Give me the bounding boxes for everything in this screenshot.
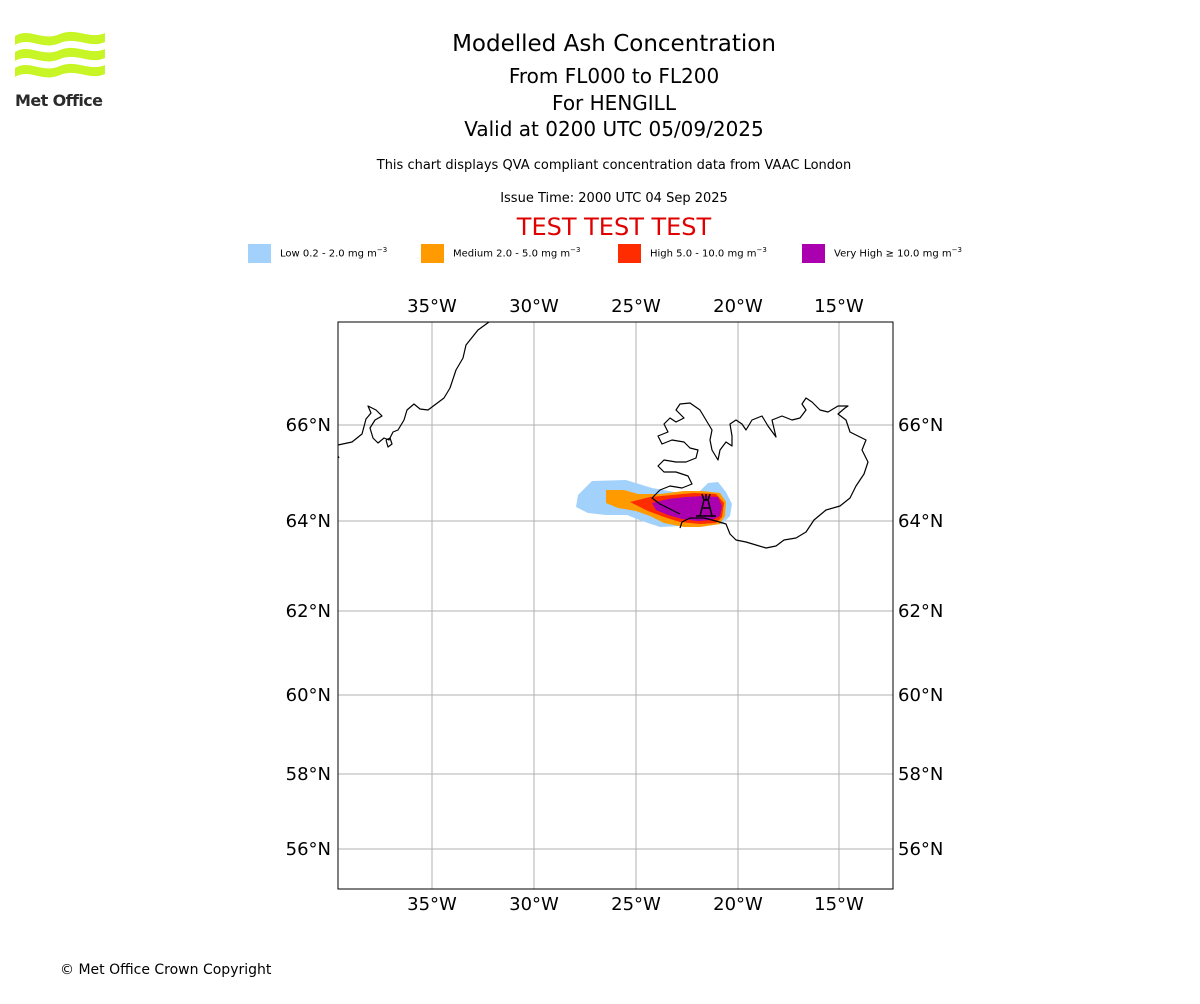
- valid-time: Valid at 0200 UTC 05/09/2025: [464, 117, 764, 141]
- legend-swatch-low: [248, 244, 271, 263]
- coastline-greenland: [337, 321, 490, 446]
- copyright-notice: © Met Office Crown Copyright: [60, 962, 272, 978]
- lon-label-bottom-35w: 35°W: [407, 894, 457, 915]
- lat-label-right-56n: 56°N: [898, 839, 943, 860]
- legend-label-high: High 5.0 - 10.0 mg m−3: [650, 246, 767, 260]
- coastline-greenland-islet: [385, 437, 393, 448]
- lon-label-bottom-15w: 15°W: [814, 894, 864, 915]
- coastline-iceland: [651, 397, 869, 549]
- legend-swatch-high: [618, 244, 641, 263]
- lat-label-right-66n: 66°N: [898, 415, 943, 436]
- compliance-note: This chart displays QVA compliant concen…: [376, 158, 852, 173]
- lon-label-bottom-25w: 25°W: [611, 894, 661, 915]
- legend-swatch-medium: [421, 244, 444, 263]
- legend-swatch-very-high: [802, 244, 825, 263]
- chart-title: Modelled Ash Concentration: [452, 31, 776, 57]
- lon-label-top-15w: 15°W: [814, 296, 864, 317]
- lat-label-right-58n: 58°N: [898, 764, 943, 785]
- lat-label-right-60n: 60°N: [898, 685, 943, 706]
- lat-label-left-58n: 58°N: [286, 764, 331, 785]
- lon-label-bottom-20w: 20°W: [713, 894, 763, 915]
- lon-label-top-25w: 25°W: [611, 296, 661, 317]
- lat-label-left-60n: 60°N: [286, 685, 331, 706]
- lat-labels-right: 66°N 64°N 62°N 60°N 58°N 56°N: [898, 415, 943, 860]
- lat-labels-left: 66°N 64°N 62°N 60°N 58°N 56°N: [286, 415, 331, 860]
- lat-label-left-66n: 66°N: [286, 415, 331, 436]
- map-frame: [337, 321, 894, 890]
- flight-level-range: From FL000 to FL200: [508, 64, 720, 88]
- legend-label-medium: Medium 2.0 - 5.0 mg m−3: [453, 246, 581, 260]
- lon-label-top-30w: 30°W: [509, 296, 559, 317]
- met-office-logo-text: Met Office: [15, 91, 103, 110]
- issue-time: Issue Time: 2000 UTC 04 Sep 2025: [500, 191, 728, 206]
- volcano-name: For HENGILL: [552, 91, 676, 115]
- gridlines: [338, 322, 893, 889]
- lon-label-bottom-30w: 30°W: [509, 894, 559, 915]
- lon-label-top-35w: 35°W: [407, 296, 457, 317]
- legend-label-very-high: Very High ≥ 10.0 mg m−3: [834, 246, 962, 260]
- volcano-symbol-icon: [696, 493, 716, 517]
- test-banner: TEST TEST TEST: [516, 213, 712, 241]
- ash-contour-very-high: [652, 496, 722, 521]
- met-office-waves-icon: [15, 31, 105, 78]
- legend-label-low: Low 0.2 - 2.0 mg m−3: [280, 246, 388, 260]
- lon-labels-bottom: 35°W 30°W 25°W 20°W 15°W: [407, 894, 864, 915]
- lat-label-left-62n: 62°N: [286, 601, 331, 622]
- lat-label-right-62n: 62°N: [898, 601, 943, 622]
- lon-label-top-20w: 20°W: [713, 296, 763, 317]
- lat-label-left-56n: 56°N: [286, 839, 331, 860]
- lon-labels-top: 35°W 30°W 25°W 20°W 15°W: [407, 296, 864, 317]
- lat-label-right-64n: 64°N: [898, 511, 943, 532]
- lat-label-left-64n: 64°N: [286, 511, 331, 532]
- met-office-logo: Met Office: [12, 28, 112, 112]
